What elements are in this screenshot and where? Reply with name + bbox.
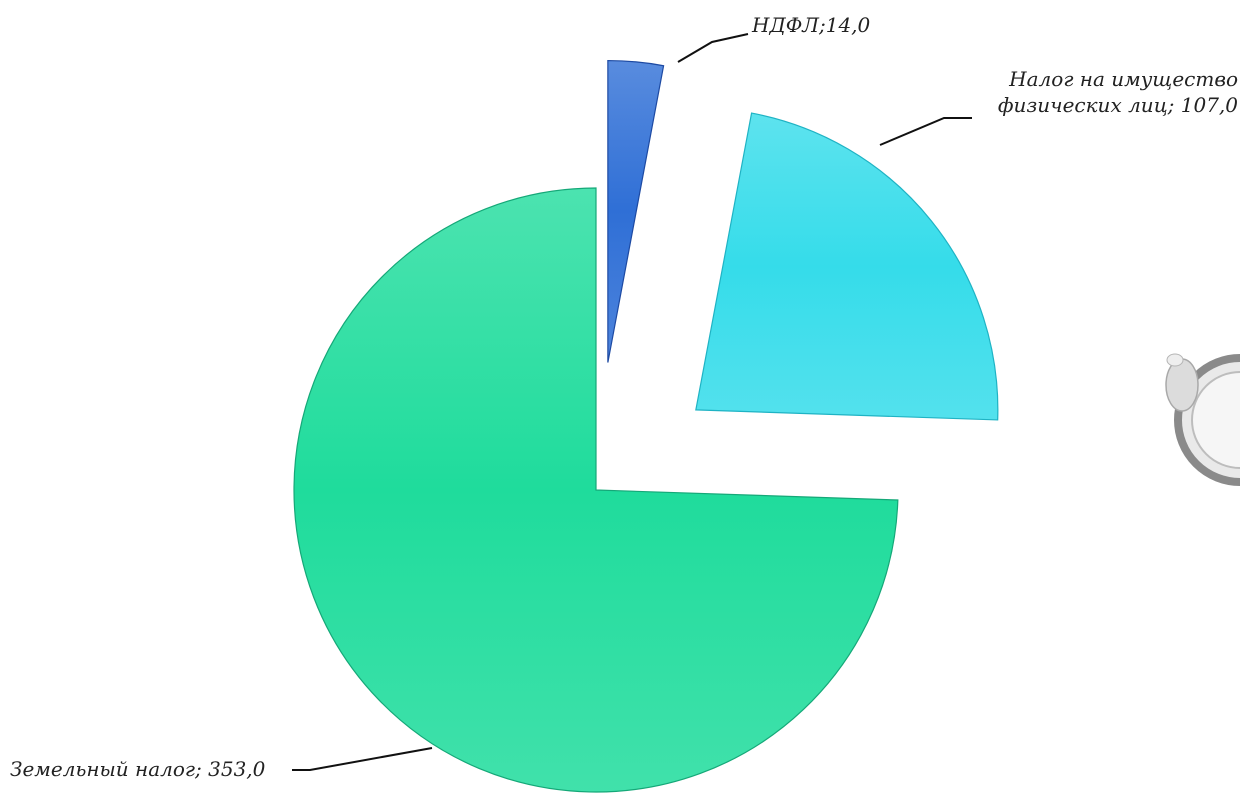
leader-line-1: [677, 33, 749, 63]
data-label-1: НДФЛ;14,0: [751, 13, 871, 37]
pie-slice-3: [293, 187, 899, 793]
data-label-3: Земельный налог; 353,0: [10, 757, 266, 781]
leader-line-2: [879, 117, 972, 146]
data-labels: НДФЛ;14,0 Налог на имущество физических ли…: [10, 13, 1238, 781]
data-label-2: Налог на имущество физических лиц; 107,0: [998, 67, 1238, 117]
leader-line-3: [292, 747, 433, 771]
pie-slice-1: [607, 59, 665, 363]
pie-slices: [293, 59, 999, 793]
leader-lines: [292, 33, 972, 771]
pie-slice-2: [695, 112, 999, 421]
magnifier-figure-icon: [1165, 353, 1240, 486]
